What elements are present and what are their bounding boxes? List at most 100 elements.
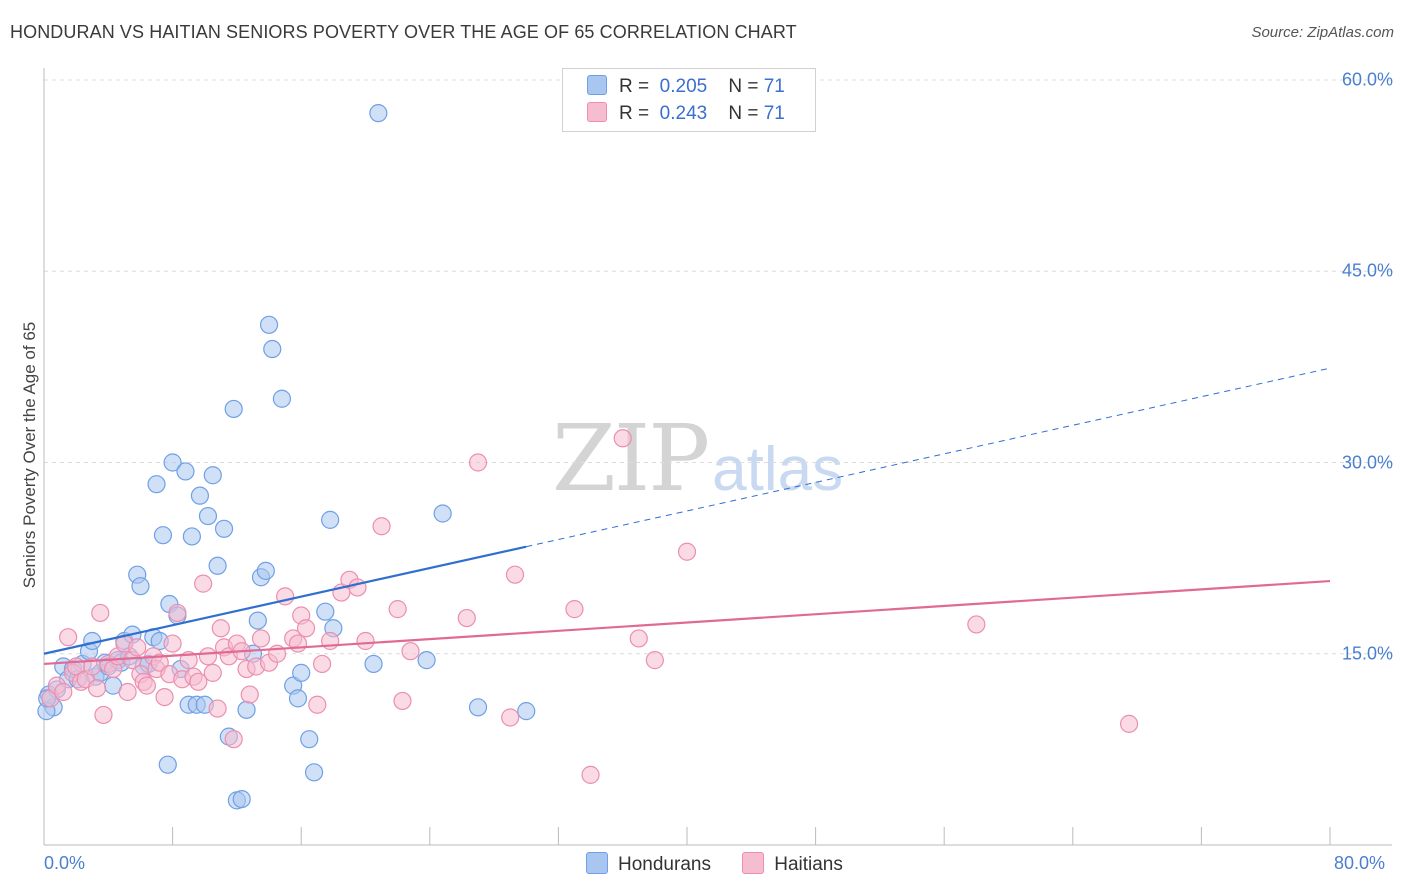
data-point-haitians [87,679,107,698]
data-point-haitians [501,708,520,727]
watermark: ZIPatlas [552,405,843,512]
data-point-hondurans [182,527,201,546]
data-point-haitians [163,634,182,653]
legend-label-hondurans: Hondurans [618,854,711,875]
data-point-hondurans [248,611,267,630]
data-point-hondurans [147,475,166,494]
data-point-haitians [296,619,316,638]
data-point-hondurans [232,789,251,809]
x-tick-label-max: 80.0% [1334,853,1386,873]
trend-extension-hondurans [526,367,1331,548]
data-point-haitians [91,603,110,623]
y-axis-label: Seniors Poverty Over the Age of 65 [20,321,39,589]
data-point-hondurans [468,698,488,717]
y-tick-label: 45.0% [1341,260,1393,281]
legend-r-label: R = [619,76,650,97]
data-point-haitians [505,565,525,584]
data-point-haitians [59,628,78,647]
data-point-haitians [128,638,147,657]
data-point-haitians [677,542,697,561]
data-point-haitians [137,676,156,695]
data-point-hondurans [288,689,308,708]
legend-r-value: 0.243 [659,103,708,124]
watermark-atlas: atlas [712,435,844,504]
legend-n-label: N = [728,103,759,124]
data-point-haitians [224,730,243,749]
legend-item-haitians[interactable]: Haitians [742,852,843,876]
trend-line-haitians [43,579,1331,666]
data-point-hondurans [272,389,292,408]
data-point-haitians [168,603,187,623]
data-point-hondurans [321,510,340,529]
data-point-hondurans [198,506,218,526]
data-point-hondurans [417,651,436,670]
data-point-haitians [288,634,308,653]
data-point-haitians [211,619,230,638]
chart-title: HONDURAN VS HAITIAN SENIORS POVERTY OVER… [10,22,797,42]
data-point-haitians [372,517,391,536]
data-point-hondurans [369,104,388,123]
data-point-haitians [356,631,375,651]
data-point-hondurans [256,561,275,580]
data-point-haitians [1119,714,1139,733]
data-point-haitians [118,682,137,702]
data-point-hondurans [158,755,177,774]
data-point-hondurans [316,602,335,621]
y-tick-label: 30.0% [1341,452,1393,472]
legend-swatch-hondurans [586,852,608,874]
data-point-hondurans [433,504,452,523]
data-point-haitians [581,765,600,784]
data-point-hondurans [131,577,150,596]
data-point-haitians [348,578,367,597]
data-point-haitians [393,691,412,711]
data-point-haitians [388,600,407,619]
data-point-haitians [401,642,420,661]
data-point-haitians [613,429,632,448]
source-label: Source: ZipAtlas.com [1251,24,1394,41]
data-point-haitians [94,705,113,725]
data-point-hondurans [208,556,227,575]
data-point-haitians [155,687,174,707]
data-point-haitians [54,682,73,702]
legend-swatch-haitians [742,852,765,874]
data-point-haitians [240,685,259,704]
data-point-haitians [629,629,648,648]
data-point-haitians [189,672,208,691]
data-point-haitians [208,699,227,718]
data-point-hondurans [214,519,234,538]
legend-item-hondurans[interactable]: Hondurans [586,852,711,876]
data-point-haitians [967,615,986,634]
data-point-hondurans [224,399,243,419]
data-point-hondurans [190,486,210,505]
x-tick-label-min: 0.0% [44,853,86,873]
data-point-hondurans [259,315,279,334]
data-point-hondurans [176,462,195,481]
data-point-haitians [457,608,476,628]
legend-r-value: 0.205 [659,76,708,97]
data-point-haitians [468,453,488,472]
data-point-hondurans [237,700,256,719]
series-legend: Hondurans Haitians [586,852,869,876]
data-point-hondurans [153,526,173,545]
legend-label-haitians: Haitians [774,854,843,875]
legend-n-value: 71 [763,76,785,97]
legend-n-label: N = [728,76,759,97]
data-point-haitians [308,695,327,714]
data-point-haitians [312,654,332,674]
data-point-haitians [565,600,584,619]
data-point-hondurans [300,730,319,749]
y-tick-label: 60.0% [1341,69,1393,90]
legend-row-haitians: R = 0.243 N = 71 [587,102,785,125]
legend-r-label: R = [619,103,650,124]
y-tick-label: 15.0% [1341,643,1393,664]
data-point-haitians [251,629,271,648]
data-point-haitians [203,663,222,682]
legend-n-value: 71 [763,103,785,124]
data-point-hondurans [364,654,383,674]
data-point-hondurans [203,466,222,485]
legend-row-hondurans: R = 0.205 N = 71 [587,75,785,98]
data-point-hondurans [517,702,536,721]
stats-legend: R = 0.205 N = 71 R = 0.243 N = 71 [562,68,816,132]
data-point-haitians [645,651,664,670]
